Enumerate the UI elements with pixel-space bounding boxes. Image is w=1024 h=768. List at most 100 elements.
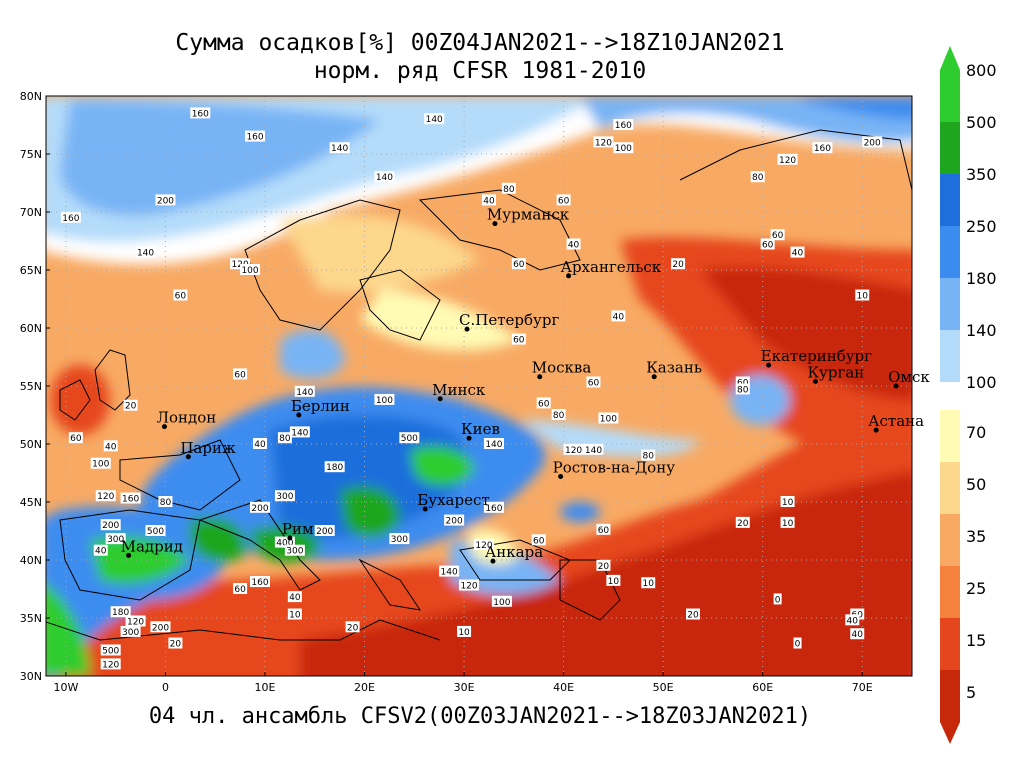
contour-label: 80: [642, 452, 654, 462]
contour-label: 80: [553, 411, 565, 421]
colorbar-label: 350: [966, 165, 997, 184]
coastlines: [46, 129, 912, 641]
contour-label: 140: [331, 144, 348, 154]
contour-label-bg: [374, 171, 395, 183]
contour-label-bg: [483, 501, 504, 513]
city-dot: [287, 535, 293, 541]
colorbar-label: 25: [966, 579, 986, 598]
contour-label-bg: [641, 449, 656, 461]
contour-label: 300: [286, 547, 303, 557]
contour-label-bg: [556, 194, 571, 206]
contour-label-bg: [274, 536, 295, 548]
contour-label: 200: [251, 504, 268, 514]
contour-label-bg: [120, 492, 141, 504]
contour-label: 120: [460, 582, 477, 592]
contour-label-bg: [95, 490, 116, 502]
contour-label: 20: [672, 260, 684, 270]
contour-label: 10: [608, 577, 620, 587]
map-title: Сумма осадков[%] 00Z04JAN2021-->18Z10JAN…: [175, 30, 785, 56]
contour-label-bg: [287, 591, 302, 603]
contour-label-bg: [294, 385, 315, 397]
contour-label-bg: [277, 432, 292, 444]
contour-label-bg: [491, 595, 512, 607]
contour-label: 100: [600, 414, 617, 424]
city-label: Париж: [180, 439, 236, 457]
contour-label-bg: [790, 246, 805, 258]
contour-label: 120: [127, 617, 144, 627]
contour-label: 120: [779, 156, 796, 166]
contour-label-bg: [773, 593, 782, 605]
city-dot: [893, 383, 899, 389]
contour-label: 300: [122, 628, 139, 638]
contour-label-bg: [250, 576, 271, 588]
contour-label-bg: [862, 136, 883, 148]
contour-label: 60: [538, 399, 550, 409]
contour-label-bg: [593, 136, 614, 148]
lon-label: 70E: [852, 681, 873, 694]
contour-label: 160: [615, 121, 632, 131]
city-dot: [766, 362, 772, 368]
contour-label: 40: [847, 616, 859, 626]
contour-label-bg: [777, 153, 798, 165]
contour-label: 10: [289, 611, 301, 621]
contour-label-bg: [613, 119, 634, 130]
lat-label: 30N: [20, 670, 42, 683]
contour-label: 80: [503, 185, 515, 195]
city-label: С.Петербург: [459, 311, 559, 329]
contour-label-bg: [233, 583, 248, 594]
colorbar-swatch: [940, 618, 960, 670]
lat-label: 65N: [20, 264, 42, 277]
contour-label: 60: [175, 292, 187, 302]
contour-label-bg: [596, 523, 611, 535]
city-label: Екатеринбург: [761, 347, 872, 365]
contour-label: 80: [160, 498, 172, 508]
lon-label: 50E: [653, 681, 674, 694]
contour-label: 200: [102, 521, 119, 531]
contour-label: 140: [485, 440, 502, 450]
contour-label: 160: [814, 144, 831, 154]
city-dot: [422, 506, 428, 512]
contour-label-bg: [459, 579, 480, 591]
contour-label: 20: [687, 611, 699, 621]
contour-label: 140: [441, 568, 458, 578]
contour-label: 40: [483, 196, 495, 206]
contour-label: 20: [598, 562, 610, 572]
colorbar-arrow-top: [940, 46, 960, 70]
city-label: Омск: [888, 368, 930, 386]
contour-label-bg: [253, 438, 268, 449]
contour-label-bg: [284, 544, 305, 556]
contour-label: 60: [762, 240, 774, 250]
contour-label: 100: [92, 460, 109, 470]
contour-label: 120: [595, 138, 612, 148]
contour-label-bg: [90, 457, 111, 469]
city-dot: [537, 374, 543, 380]
contour-label: 80: [752, 173, 764, 183]
city-label: Курган: [807, 363, 864, 381]
contour-label: 140: [291, 428, 308, 438]
contour-label: 80: [737, 385, 749, 395]
city-label: Ростов-на-Дону: [553, 458, 676, 476]
contour-label-bg: [855, 289, 870, 301]
colorbar-label: 140: [966, 321, 997, 340]
contour-label: 300: [391, 535, 408, 545]
contour-label-bg: [735, 383, 750, 395]
contour-label-bg: [424, 113, 445, 125]
contour-label: 400: [276, 539, 293, 549]
contour-label-bg: [123, 399, 138, 411]
contour-label: 120: [565, 446, 582, 456]
colorbar-label: 250: [966, 217, 997, 236]
contour-label: 140: [137, 249, 154, 259]
contour-label-bg: [457, 625, 472, 637]
contour-label-bg: [230, 258, 251, 270]
contour-label: 200: [864, 138, 881, 148]
contour-label: 60: [598, 526, 610, 536]
contour-label-bg: [439, 565, 460, 577]
contour-label-bg: [190, 107, 211, 119]
city-dot: [161, 424, 167, 430]
contour-label: 200: [157, 196, 174, 206]
contour-label: 40: [105, 442, 117, 452]
contour-label: 180: [112, 608, 129, 618]
contour-label-bg: [345, 621, 360, 633]
